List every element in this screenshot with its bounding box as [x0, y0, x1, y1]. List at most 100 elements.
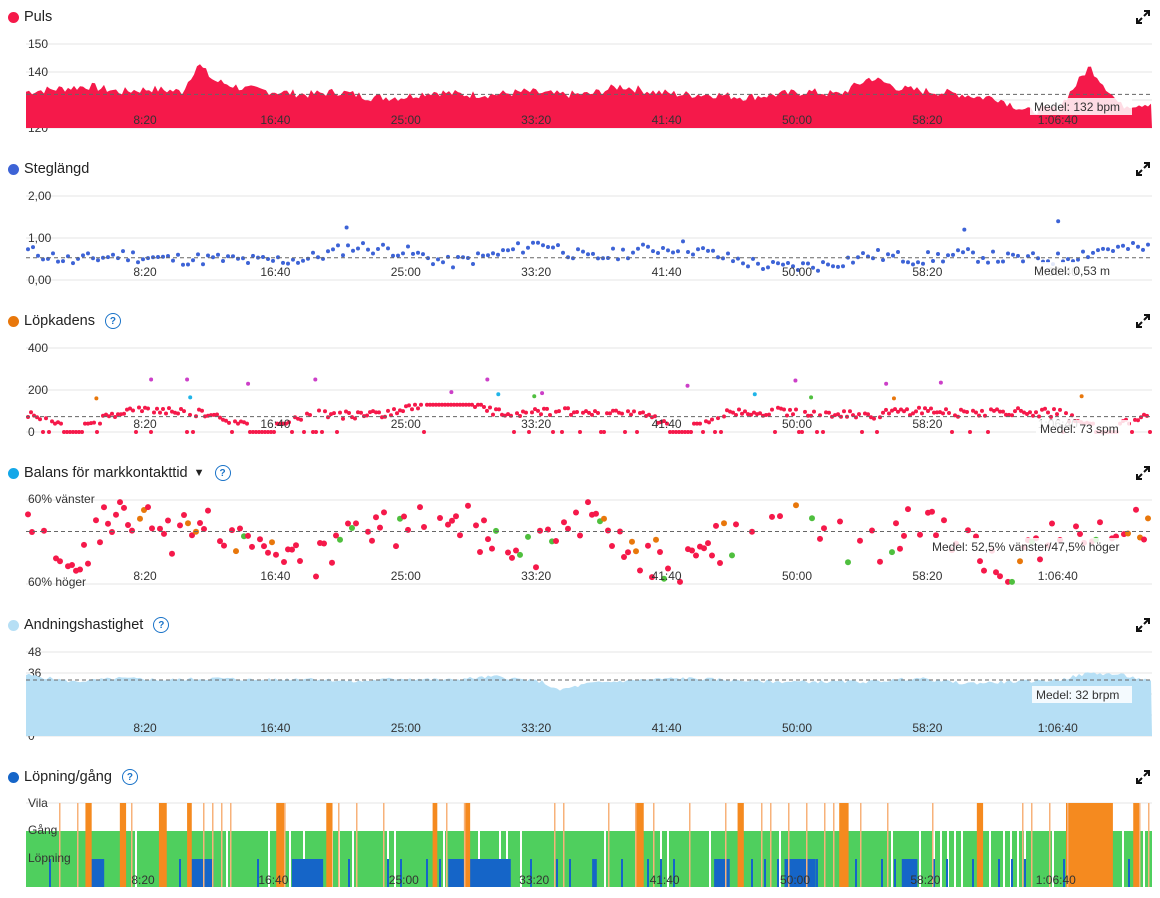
- cadence-point: [941, 411, 945, 416]
- cadence-header: Löpkadens ?: [8, 310, 121, 332]
- balance-point: [513, 547, 519, 554]
- balance-point: [517, 551, 523, 558]
- help-icon[interactable]: ?: [121, 769, 138, 785]
- cadence-point: [1148, 430, 1152, 434]
- stride-point: [691, 252, 695, 257]
- balance-point: [449, 517, 455, 524]
- expand-icon[interactable]: [1136, 162, 1150, 176]
- x-tick-label: 8:20: [131, 873, 155, 887]
- cadence-point: [893, 407, 897, 412]
- balance-point: [369, 537, 375, 544]
- stride-point: [181, 262, 185, 267]
- cadence-point: [395, 411, 399, 416]
- stride-point: [516, 241, 520, 246]
- cadence-point: [422, 430, 426, 434]
- cadence-point: [542, 406, 546, 411]
- cadence-chart[interactable]: 400 200 0 8:20 16:40 25:00 33:20 41:40 50:00 58:2…: [0, 304, 1160, 456]
- stride-point: [711, 248, 715, 253]
- x-tick-label: 8:20: [133, 721, 157, 735]
- walk-gap: [709, 831, 711, 887]
- balance-point: [693, 552, 699, 559]
- help-icon[interactable]: ?: [153, 617, 170, 633]
- stride-point: [521, 250, 525, 255]
- cadence-point: [881, 410, 885, 415]
- y-tick-label: Löpning: [28, 851, 71, 865]
- stride-point: [601, 256, 605, 261]
- stride-point: [126, 258, 130, 263]
- cadence-point: [485, 377, 490, 382]
- walk-gap: [135, 831, 137, 887]
- cadence-point: [446, 402, 450, 407]
- stride-length-chart[interactable]: 2,00 1,00 0,00 8:20 16:40 25:00 33:20 41:40 50:0…: [0, 152, 1160, 304]
- rest-segment: [77, 803, 79, 887]
- balance-point: [481, 517, 487, 524]
- cadence-point: [506, 412, 510, 417]
- dropdown-caret-icon[interactable]: ▼: [193, 467, 205, 479]
- stride-point: [486, 253, 490, 258]
- stride-point: [186, 262, 190, 267]
- help-icon[interactable]: ?: [214, 465, 231, 481]
- mean-label: Medel: 73 spm: [1040, 422, 1119, 436]
- x-tick-label: 33:20: [521, 417, 551, 431]
- balance-point: [965, 527, 971, 534]
- x-tick-label: 25:00: [391, 113, 421, 127]
- cadence-point: [431, 402, 435, 407]
- stride-point: [56, 259, 60, 264]
- cadence-point: [149, 377, 154, 382]
- balance-point: [1077, 531, 1083, 537]
- stride-point: [661, 246, 665, 250]
- stride-point: [826, 262, 830, 267]
- stride-point: [286, 261, 290, 266]
- stride-point: [81, 253, 85, 258]
- help-icon[interactable]: ?: [104, 313, 121, 329]
- balance-point: [353, 520, 359, 527]
- expand-icon[interactable]: [1136, 10, 1150, 24]
- x-tick-label: 8:20: [133, 569, 157, 583]
- cadence-point: [449, 402, 453, 407]
- cadence-point: [569, 412, 573, 417]
- balance-point: [993, 569, 999, 576]
- balance-point: [237, 525, 243, 532]
- x-tick-label: 1:06:40: [1038, 569, 1078, 583]
- run-segment: [998, 859, 1000, 887]
- cadence-point: [38, 417, 42, 422]
- cadence-point: [908, 413, 912, 418]
- cadence-point: [269, 430, 273, 434]
- balance-point: [205, 507, 211, 514]
- cadence-point: [413, 402, 417, 407]
- expand-icon[interactable]: [1136, 314, 1150, 328]
- balance-point: [1073, 523, 1079, 530]
- cadence-point: [1037, 414, 1041, 419]
- expand-icon[interactable]: [1136, 770, 1150, 784]
- cadence-point: [737, 407, 741, 412]
- cadence-point: [623, 430, 627, 434]
- cadence-point: [608, 411, 612, 416]
- gct-balance-chart[interactable]: 60% vänster 60% höger 8:20 16:40 25:00 33:20 4…: [0, 456, 1160, 608]
- cadence-point: [800, 430, 804, 434]
- cadence-point: [773, 430, 777, 434]
- respiration-legend-dot: [8, 619, 19, 631]
- stride-point: [851, 260, 855, 265]
- cadence-point: [374, 410, 378, 415]
- rest-segment: [1049, 803, 1051, 887]
- expand-icon[interactable]: [1136, 618, 1150, 632]
- cadence-point: [563, 406, 567, 411]
- stride-point: [131, 250, 135, 255]
- pulse-chart[interactable]: 1501401301208:2016:4025:0033:2041:4050:0…: [0, 0, 1160, 152]
- balance-point: [373, 514, 379, 521]
- cadence-point: [1001, 409, 1005, 414]
- cadence-point: [260, 430, 264, 434]
- cadence-point: [962, 409, 966, 414]
- rest-segment: [276, 803, 286, 887]
- expand-icon[interactable]: [1136, 466, 1150, 480]
- stride-point: [361, 241, 365, 246]
- balance-point: [1097, 519, 1103, 526]
- respiration-chart[interactable]: 4836241208:2016:4025:0033:2041:4050:0058…: [0, 608, 1160, 760]
- stride-point: [211, 255, 215, 260]
- cadence-point: [746, 412, 750, 417]
- cadence-point: [509, 413, 513, 418]
- mean-label-bg: [1030, 262, 1132, 279]
- cadence-point: [539, 412, 543, 417]
- run-walk-chart[interactable]: Vila Gång Löpning 8:20 16:40 25:00 33:20 41:40 5…: [0, 760, 1160, 898]
- cadence-point: [593, 409, 597, 414]
